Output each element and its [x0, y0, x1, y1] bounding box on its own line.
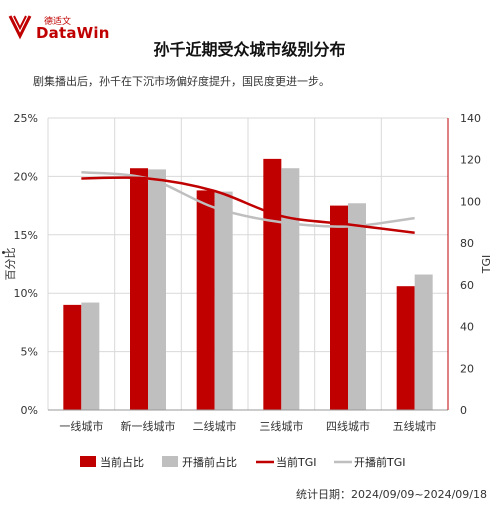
bar-开播前占比-三线城市	[281, 168, 300, 410]
legend-label: 当前TGI	[276, 455, 317, 469]
grid-lines	[47, 117, 449, 411]
line-series	[81, 170, 415, 234]
bar-当前占比-二线城市	[196, 190, 215, 410]
x-tick-label: 三线城市	[259, 419, 303, 433]
x-tick-label: 一线城市	[59, 419, 103, 433]
datawin-logo: 德适文 DataWin	[8, 10, 109, 44]
y2-axis-title: TGI	[480, 255, 493, 275]
x-tick-label: 新一线城市	[121, 419, 176, 433]
bar-开播前占比-二线城市	[214, 191, 233, 410]
y2-tick-label: 20	[460, 362, 474, 375]
bar-开播前占比-四线城市	[348, 203, 366, 410]
y-tick-label: 5%	[21, 346, 38, 359]
bullet-dot	[2, 251, 5, 254]
legend: 当前占比 开播前占比 当前TGI 开播前TGI	[80, 455, 406, 469]
y-axis-title: 百分比	[4, 248, 17, 281]
bar-series	[63, 158, 433, 410]
statistics-date: 统计日期：2024/09/09~2024/09/18	[295, 488, 487, 501]
line-当前TGI	[81, 176, 415, 234]
legend-label: 开播前占比	[182, 455, 237, 469]
datawin-logo-icon	[8, 15, 32, 40]
chart-title: 孙千近期受众城市级别分布	[153, 40, 346, 59]
y2-tick-label: 120	[460, 154, 481, 167]
x-tick-label: 二线城市	[193, 419, 237, 433]
bar-当前占比-四线城市	[330, 205, 348, 410]
y-tick-label: 20%	[14, 170, 38, 183]
x-tick-label: 四线城市	[326, 419, 370, 433]
logo-cn-text: 德适文	[44, 17, 72, 27]
legend-swatch-当前占比	[80, 456, 96, 467]
bar-开播前占比-新一线城市	[148, 169, 166, 410]
y-tick-label: 0%	[21, 404, 38, 417]
bar-当前占比-三线城市	[263, 158, 282, 410]
bar-开播前占比-一线城市	[81, 302, 100, 410]
legend-label: 开播前TGI	[354, 455, 406, 469]
y2-tick-label: 80	[460, 237, 474, 250]
bar-当前占比-一线城市	[63, 304, 82, 410]
bar-当前占比-新一线城市	[130, 168, 148, 410]
logo-en-text: DataWin	[36, 24, 110, 42]
y2-tick-label: 40	[460, 321, 474, 334]
x-tick-label: 五线城市	[393, 419, 437, 433]
y-tick-label: 15%	[14, 229, 38, 242]
legend-swatch-开播前占比	[162, 456, 178, 467]
y2-tick-label: 100	[460, 195, 481, 208]
y-tick-label: 25%	[14, 112, 38, 125]
legend-label: 当前占比	[100, 455, 144, 469]
y2-tick-label: 0	[460, 404, 467, 417]
y2-tick-label: 140	[460, 112, 481, 125]
bar-开播前占比-五线城市	[414, 274, 433, 410]
axes: 0% 5% 10% 15% 20% 25% 0 20 40 60 80 100 120 140 一线城市 新一…	[4, 112, 493, 433]
y2-tick-label: 60	[460, 279, 474, 292]
bar-当前占比-五线城市	[396, 286, 415, 410]
y-tick-label: 10%	[14, 287, 38, 300]
chart-subtitle: 剧集播出后，孙千在下沉市场偏好度提升，国民度更进一步。	[33, 75, 330, 88]
